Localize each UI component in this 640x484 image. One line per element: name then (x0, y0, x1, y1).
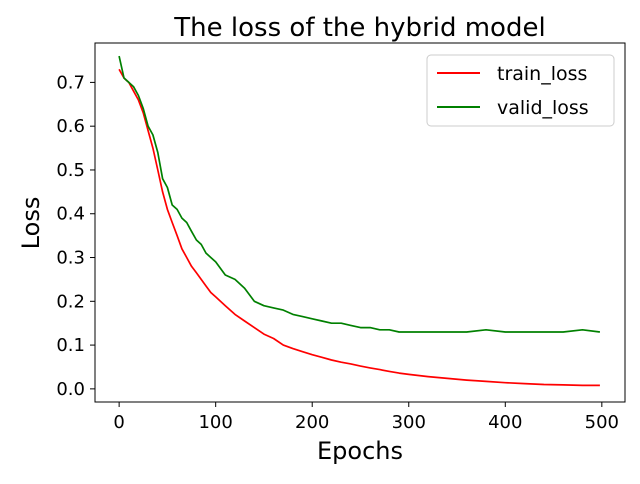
x-tick-label: 300 (392, 412, 426, 433)
plot-frame (94, 42, 626, 403)
x-axis-label: Epochs (317, 437, 403, 465)
legend-label-valid: valid_loss (497, 97, 589, 119)
y-axis-label: Loss (17, 197, 45, 250)
y-tick-label: 0.1 (56, 335, 85, 356)
legend: train_loss valid_loss (426, 54, 615, 127)
x-tick-label: 400 (488, 412, 522, 433)
x-tick-label: 100 (198, 412, 232, 433)
x-tick-label: 200 (295, 412, 329, 433)
y-tick-label: 0.2 (56, 291, 85, 312)
x-tick-label: 500 (585, 412, 619, 433)
y-tick-label: 0.3 (56, 248, 85, 269)
y-tick-label: 0.7 (56, 72, 85, 93)
chart-title: The loss of the hybrid model (173, 13, 545, 43)
y-tick-label: 0.0 (56, 379, 85, 400)
x-tick-label: 0 (113, 412, 124, 433)
y-tick-label: 0.5 (56, 160, 85, 181)
series-line-valid_loss (118, 55, 601, 333)
legend-label-train: train_loss (497, 63, 587, 85)
y-tick-label: 0.4 (56, 204, 85, 225)
y-tick-label: 0.6 (56, 116, 85, 137)
series-line-train_loss (118, 68, 600, 387)
